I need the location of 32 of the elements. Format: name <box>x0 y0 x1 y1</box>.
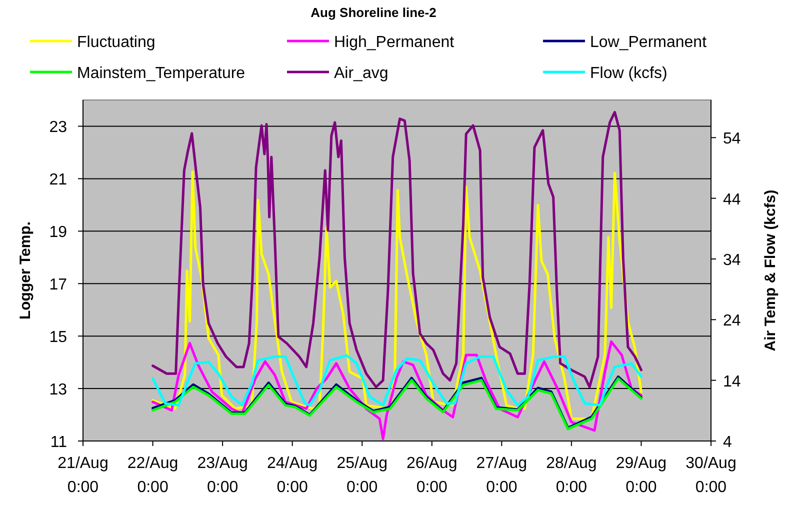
y-tick-label: 11 <box>50 434 68 451</box>
y-tick-label: 13 <box>49 382 68 399</box>
y-tick-label: 21 <box>49 172 68 189</box>
y2-tick-label: 24 <box>723 312 741 330</box>
y2-axis-title: Air Temp & Flow (kcfs) <box>762 190 779 352</box>
legend-label: Mainstem_Temperature <box>77 65 246 82</box>
legend-label: Air_avg <box>334 65 388 82</box>
y-axis-title: Logger Temp. <box>17 221 34 320</box>
x-tick-label: 21/Aug 0:00 <box>58 455 108 496</box>
x-tick-label: 28/Aug 0:00 <box>546 455 597 496</box>
y-tick-label: 19 <box>49 224 68 242</box>
x-tick-label: 27/Aug 0:00 <box>476 455 528 496</box>
y-tick-label: 17 <box>49 276 68 294</box>
y2-tick-label: 54 <box>723 130 741 148</box>
x-tick-label: 29/Aug 0:00 <box>616 455 667 496</box>
y2-tick-label: 14 <box>723 373 741 390</box>
x-tick-label: 30/Aug 0:00 <box>686 455 736 496</box>
y-tick-label: 23 <box>49 119 68 136</box>
x-tick-label: 23/Aug 0:00 <box>197 455 248 496</box>
legend-label: Fluctuating <box>77 34 156 51</box>
y-tick-label: 15 <box>49 329 68 346</box>
x-tick-label: 22/Aug 0:00 <box>127 455 178 496</box>
x-tick-label: 24/Aug 0:00 <box>266 455 318 496</box>
legend-label: Flow (kcfs) <box>590 65 668 82</box>
legend-label: High_Permanent <box>334 34 455 51</box>
x-tick-label: 25/Aug 0:00 <box>336 455 388 496</box>
x-tick-label: 26/Aug 0:00 <box>406 455 458 496</box>
y2-tick-label: 4 <box>723 434 732 451</box>
y2-tick-label: 44 <box>723 191 741 208</box>
chart-title: Aug Shoreline line-2 <box>310 5 436 20</box>
y2-tick-label: 34 <box>723 252 741 269</box>
legend-label: Low_Permanent <box>590 34 708 51</box>
